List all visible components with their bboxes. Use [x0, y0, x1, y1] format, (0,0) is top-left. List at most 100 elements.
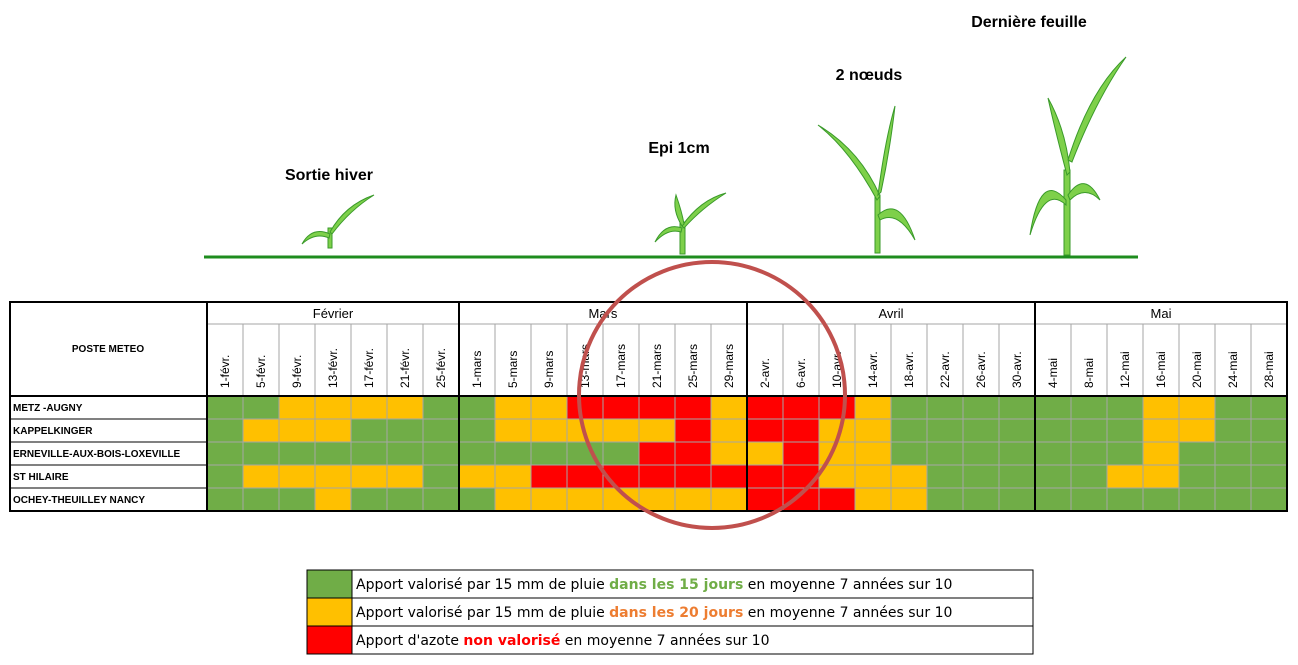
date-label: 20-mai	[1190, 351, 1204, 388]
cell	[1106, 464, 1144, 489]
date-label: 2-avr.	[758, 358, 772, 388]
cell	[818, 395, 856, 420]
cell	[674, 418, 712, 443]
cell	[1142, 395, 1180, 420]
legend-text-part: Apport valorisé par 15 mm de pluie	[356, 605, 609, 621]
legend-box	[351, 597, 1034, 627]
legend-box	[351, 625, 1034, 655]
cell	[1250, 464, 1288, 489]
cell	[1178, 464, 1216, 489]
cell	[530, 464, 568, 489]
cell	[206, 395, 244, 420]
month-label: Avril	[878, 306, 903, 321]
date-label: 14-avr.	[866, 351, 880, 388]
cell	[638, 441, 676, 466]
cell	[206, 418, 244, 443]
legend-text: Apport valorisé par 15 mm de pluie dans …	[356, 577, 952, 593]
cell	[962, 395, 1000, 420]
cell	[962, 418, 1000, 443]
cell	[494, 418, 532, 443]
date-label: 17-févr.	[362, 348, 376, 388]
cell	[746, 418, 784, 443]
cell	[314, 418, 352, 443]
legend-text-part: en moyenne 7 années sur 10	[743, 605, 952, 621]
cell	[710, 441, 748, 466]
cell	[890, 418, 928, 443]
legend-text-part: Apport d'azote	[356, 633, 463, 649]
date-label: 8-mai	[1082, 358, 1096, 388]
date-label: 30-avr.	[1010, 351, 1024, 388]
cell	[530, 487, 568, 512]
date-label: 26-avr.	[974, 351, 988, 388]
cell	[278, 395, 316, 420]
cell	[1214, 487, 1252, 512]
cell	[710, 487, 748, 512]
cell	[638, 464, 676, 489]
cell	[602, 395, 640, 420]
cell	[890, 487, 928, 512]
cell	[890, 395, 928, 420]
station-name: KAPPELKINGER	[13, 426, 93, 437]
cell	[638, 418, 676, 443]
legend-text: Apport d'azote non valorisé en moyenne 7…	[356, 633, 770, 649]
date-label: 9-mars	[542, 351, 556, 388]
cell	[1214, 395, 1252, 420]
date-label: 9-févr.	[290, 355, 304, 388]
cell	[1070, 464, 1108, 489]
cell	[782, 395, 820, 420]
cell	[386, 395, 424, 420]
cell	[242, 418, 280, 443]
cell	[494, 395, 532, 420]
cell	[998, 418, 1036, 443]
date-label: 21-mars	[650, 344, 664, 388]
date-label: 5-mars	[506, 351, 520, 388]
cell	[206, 487, 244, 512]
cell	[494, 441, 532, 466]
plants	[301, 56, 1127, 256]
cell	[458, 441, 496, 466]
station-header: POSTE METEO	[72, 344, 144, 355]
cell	[782, 464, 820, 489]
cell	[602, 418, 640, 443]
cell	[242, 464, 280, 489]
cell	[962, 487, 1000, 512]
cell	[962, 441, 1000, 466]
cell	[998, 487, 1036, 512]
cell	[1070, 487, 1108, 512]
cell	[926, 464, 964, 489]
date-label: 12-mai	[1118, 351, 1132, 388]
cell	[278, 464, 316, 489]
cell	[278, 418, 316, 443]
cell	[350, 487, 388, 512]
cell	[422, 464, 460, 489]
cell	[926, 418, 964, 443]
stage-label: Epi 1cm	[648, 140, 709, 157]
cell	[1214, 441, 1252, 466]
cell	[854, 418, 892, 443]
cell	[1178, 418, 1216, 443]
cell	[494, 464, 532, 489]
highlight-circle	[577, 260, 847, 530]
cell	[1106, 418, 1144, 443]
stage-label: Sortie hiver	[285, 167, 373, 184]
cell	[1250, 395, 1288, 420]
cell	[1178, 441, 1216, 466]
cell	[530, 418, 568, 443]
station-name: METZ -AUGNY	[13, 403, 83, 414]
cell	[458, 464, 496, 489]
legend-text-part: en moyenne 7 années sur 10	[560, 633, 769, 649]
cell	[566, 395, 604, 420]
cell	[566, 487, 604, 512]
cell	[350, 464, 388, 489]
cell	[1142, 464, 1180, 489]
legend-text-part: Apport valorisé par 15 mm de pluie	[356, 577, 609, 593]
cell	[818, 487, 856, 512]
date-label: 17-mars	[614, 344, 628, 388]
cell	[1034, 395, 1072, 420]
cell	[926, 441, 964, 466]
cell	[854, 464, 892, 489]
cell	[1142, 441, 1180, 466]
legend-text-part: en moyenne 7 années sur 10	[743, 577, 952, 593]
cell	[674, 464, 712, 489]
cell	[458, 418, 496, 443]
